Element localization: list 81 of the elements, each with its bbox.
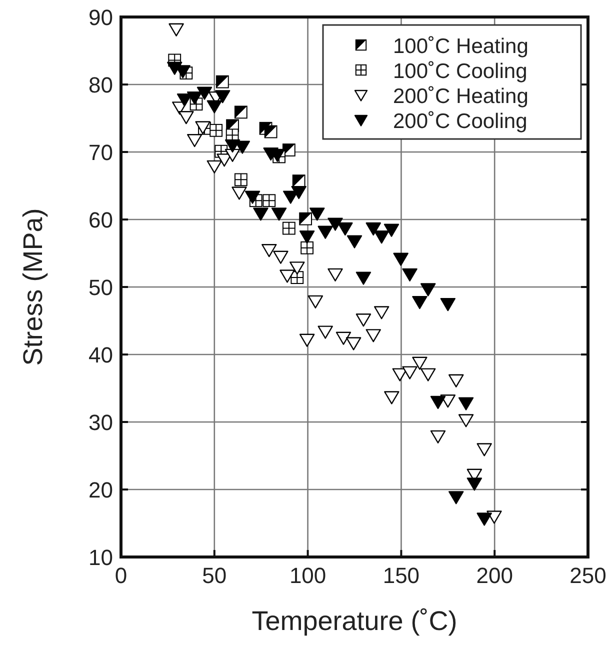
point bbox=[466, 478, 482, 491]
point bbox=[458, 414, 474, 428]
point bbox=[318, 226, 333, 239]
point bbox=[299, 334, 315, 347]
point bbox=[430, 430, 446, 444]
point bbox=[273, 250, 288, 264]
point bbox=[384, 391, 400, 404]
y-tick-label: 40 bbox=[88, 342, 113, 368]
legend-label: 100˚C Cooling bbox=[393, 60, 528, 83]
point bbox=[356, 272, 372, 285]
point bbox=[392, 368, 408, 382]
point bbox=[168, 23, 184, 36]
x-axis-title: Temperature (˚C) bbox=[252, 606, 458, 636]
point bbox=[318, 326, 333, 339]
point bbox=[206, 160, 222, 174]
point bbox=[412, 296, 428, 310]
point bbox=[440, 298, 456, 312]
y-tick-label: 50 bbox=[88, 275, 113, 300]
point bbox=[232, 186, 247, 200]
point bbox=[308, 295, 324, 308]
point bbox=[440, 394, 456, 408]
point bbox=[448, 374, 464, 388]
point bbox=[196, 86, 212, 100]
point bbox=[458, 397, 474, 410]
x-tick-label: 100 bbox=[289, 563, 326, 588]
x-tick-label: 250 bbox=[570, 563, 606, 588]
point bbox=[384, 224, 400, 237]
y-tick-label: 20 bbox=[88, 478, 113, 502]
point bbox=[366, 329, 381, 342]
legend-label: 100˚C Heating bbox=[393, 35, 528, 58]
point bbox=[336, 332, 352, 345]
point bbox=[366, 222, 381, 236]
point bbox=[430, 396, 446, 409]
point bbox=[215, 90, 230, 104]
point bbox=[393, 252, 408, 266]
point bbox=[216, 154, 232, 167]
point bbox=[244, 190, 260, 204]
point bbox=[328, 218, 343, 231]
point bbox=[374, 230, 390, 244]
point bbox=[420, 368, 436, 382]
y-tick-label: 60 bbox=[88, 208, 113, 232]
y-tick-label: 70 bbox=[88, 140, 113, 165]
point bbox=[402, 268, 418, 282]
point bbox=[346, 235, 362, 248]
point bbox=[187, 134, 202, 148]
point bbox=[187, 91, 202, 105]
y-tick-label: 30 bbox=[88, 410, 113, 435]
point bbox=[253, 208, 268, 221]
legend-label: 200˚C Cooling bbox=[393, 110, 528, 133]
point bbox=[291, 186, 306, 200]
x-tick-label: 50 bbox=[202, 563, 227, 588]
point bbox=[299, 230, 315, 244]
point bbox=[290, 262, 305, 275]
point bbox=[402, 366, 418, 380]
point bbox=[476, 443, 492, 456]
y-tick-label: 90 bbox=[88, 5, 113, 30]
point bbox=[271, 208, 287, 221]
point bbox=[338, 222, 353, 236]
point bbox=[476, 512, 492, 526]
x-tick-label: 150 bbox=[382, 563, 420, 588]
y-axis-title: Stress (MPa) bbox=[18, 208, 48, 366]
point bbox=[178, 111, 194, 124]
point bbox=[448, 491, 464, 504]
x-tick-label: 0 bbox=[114, 563, 128, 588]
legend-label: 200˚C Heating bbox=[393, 85, 528, 108]
point bbox=[206, 100, 222, 114]
point bbox=[224, 139, 240, 152]
point bbox=[283, 190, 298, 204]
y-tick-label: 10 bbox=[88, 545, 113, 570]
point bbox=[412, 356, 428, 370]
point bbox=[310, 208, 325, 221]
point bbox=[346, 337, 362, 350]
point bbox=[374, 306, 390, 320]
x-tick-label: 200 bbox=[476, 563, 513, 588]
y-tick-label: 80 bbox=[88, 72, 113, 98]
point bbox=[280, 270, 295, 283]
point bbox=[262, 244, 277, 258]
point bbox=[356, 314, 372, 327]
point bbox=[420, 283, 436, 296]
point bbox=[195, 121, 210, 134]
point bbox=[328, 268, 343, 282]
